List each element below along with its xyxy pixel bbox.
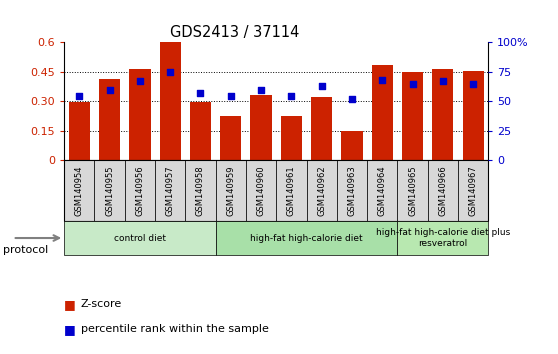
Text: control diet: control diet: [114, 234, 166, 242]
Text: GSM140958: GSM140958: [196, 166, 205, 216]
Text: ■: ■: [64, 298, 76, 311]
Bar: [155, 160, 185, 221]
Bar: [311, 97, 332, 160]
Point: [287, 93, 296, 98]
Bar: [246, 160, 276, 221]
Text: GSM140960: GSM140960: [257, 166, 266, 216]
Point: [378, 78, 387, 83]
Text: GSM140965: GSM140965: [408, 166, 417, 216]
Point: [348, 96, 357, 102]
Text: high-fat high-calorie diet plus
resveratrol: high-fat high-calorie diet plus resverat…: [376, 228, 510, 248]
Bar: [190, 102, 211, 160]
Bar: [215, 160, 246, 221]
Bar: [397, 221, 488, 255]
Text: GSM140964: GSM140964: [378, 166, 387, 216]
Text: GSM140966: GSM140966: [439, 165, 448, 216]
Bar: [306, 160, 337, 221]
Bar: [397, 160, 427, 221]
Point: [166, 69, 175, 75]
Text: GSM140956: GSM140956: [136, 166, 145, 216]
Point: [257, 87, 266, 92]
Point: [196, 90, 205, 96]
Point: [408, 81, 417, 87]
Bar: [458, 160, 488, 221]
Bar: [69, 102, 90, 160]
Bar: [281, 116, 302, 160]
Bar: [432, 69, 454, 160]
Bar: [94, 160, 125, 221]
Bar: [129, 69, 151, 160]
Bar: [160, 42, 181, 160]
Text: GSM140962: GSM140962: [317, 166, 326, 216]
Text: GDS2413 / 37114: GDS2413 / 37114: [170, 25, 299, 40]
Bar: [125, 160, 155, 221]
Text: GSM140957: GSM140957: [166, 166, 175, 216]
Text: protocol: protocol: [3, 245, 48, 255]
Bar: [276, 160, 306, 221]
Point: [75, 93, 84, 98]
Bar: [251, 95, 272, 160]
Point: [105, 87, 114, 92]
Text: high-fat high-calorie diet: high-fat high-calorie diet: [250, 234, 363, 242]
Text: Z-score: Z-score: [81, 299, 122, 309]
Text: GSM140954: GSM140954: [75, 166, 84, 216]
Bar: [185, 160, 215, 221]
Text: ■: ■: [64, 323, 76, 336]
Text: GSM140959: GSM140959: [227, 166, 235, 216]
Bar: [215, 221, 397, 255]
Text: GSM140961: GSM140961: [287, 166, 296, 216]
Bar: [402, 72, 423, 160]
Bar: [220, 116, 242, 160]
Bar: [463, 71, 484, 160]
Text: GSM140955: GSM140955: [105, 166, 114, 216]
Bar: [372, 65, 393, 160]
Bar: [99, 79, 120, 160]
Bar: [64, 160, 94, 221]
Point: [136, 79, 145, 84]
Bar: [64, 221, 215, 255]
Point: [227, 93, 235, 98]
Point: [439, 79, 448, 84]
Bar: [427, 160, 458, 221]
Bar: [341, 131, 363, 160]
Text: GSM140963: GSM140963: [348, 165, 357, 216]
Bar: [367, 160, 397, 221]
Bar: [337, 160, 367, 221]
Point: [317, 83, 326, 89]
Text: GSM140967: GSM140967: [469, 165, 478, 216]
Point: [469, 81, 478, 87]
Text: percentile rank within the sample: percentile rank within the sample: [81, 324, 269, 334]
